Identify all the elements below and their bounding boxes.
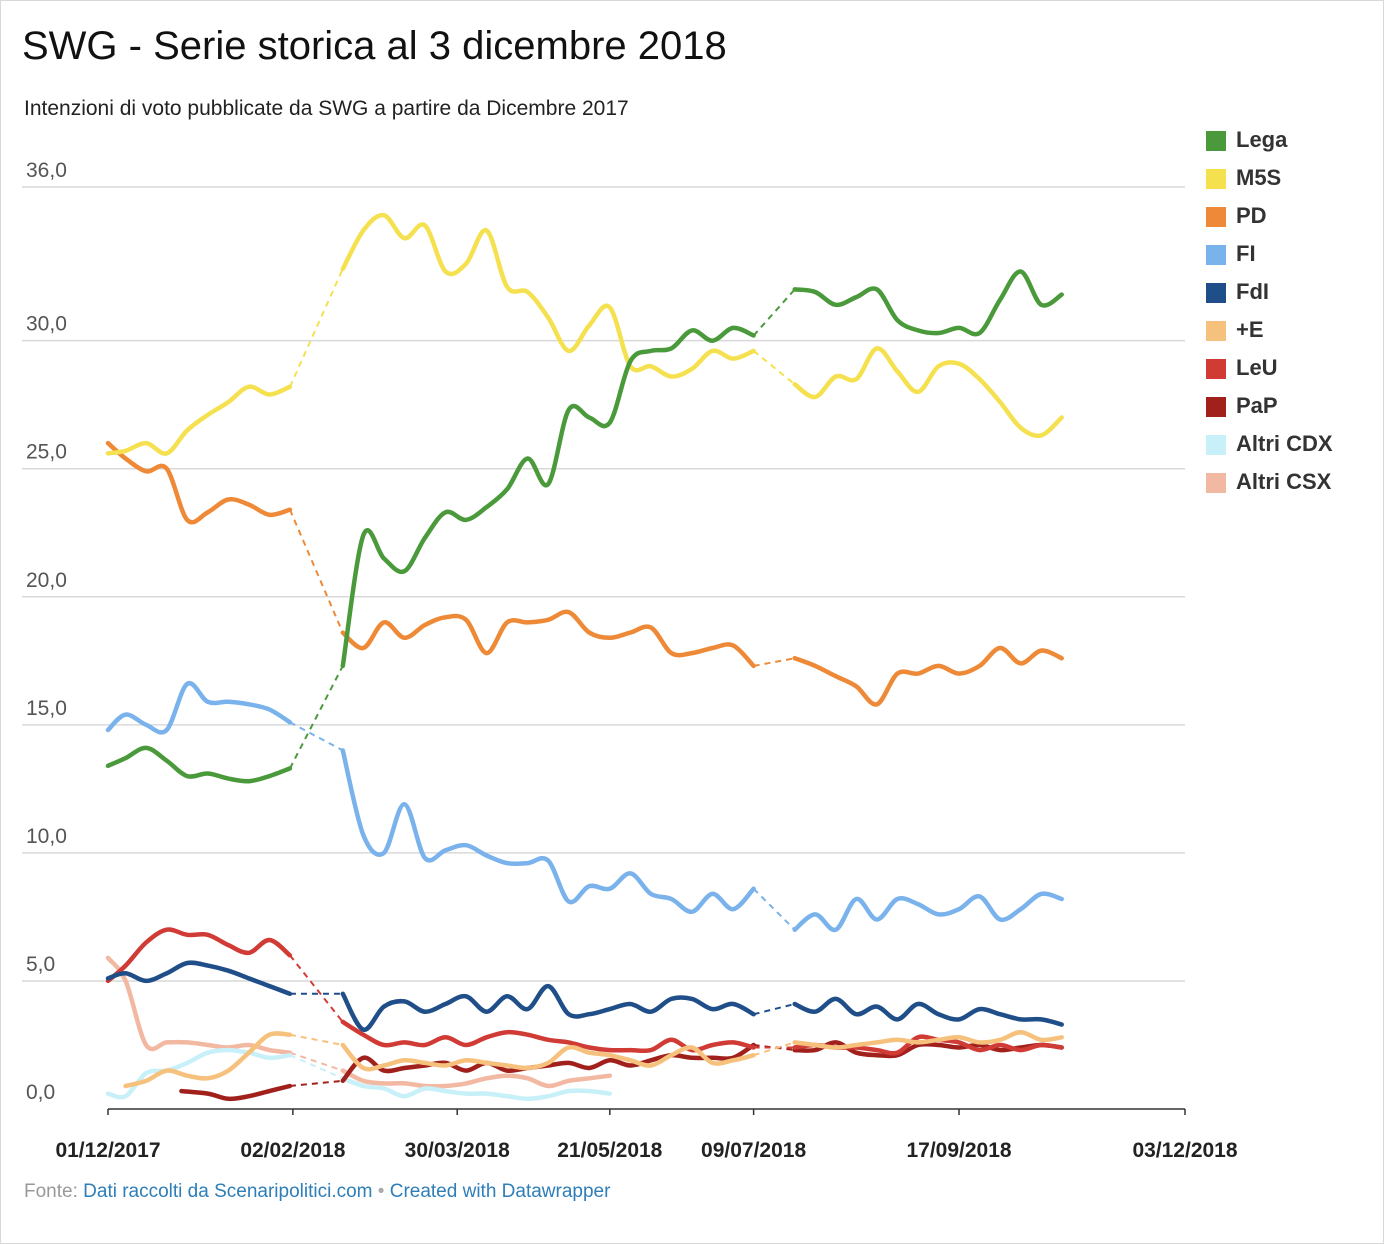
series-e [123, 1029, 1064, 1089]
legend-swatch [1206, 473, 1226, 493]
y-tick-label: 36,0 [26, 159, 67, 182]
series-fdi [105, 960, 1064, 1032]
series-line [105, 384, 293, 456]
series-line [340, 748, 756, 915]
legend-swatch [1206, 169, 1226, 189]
chart-title: SWG - Serie storica al 3 dicembre 2018 [22, 24, 727, 68]
y-tick-label: 0,0 [26, 1081, 55, 1104]
series-gap-connector [753, 1043, 795, 1052]
series-line [340, 609, 756, 669]
y-tick-label: 25,0 [26, 441, 67, 464]
series-gap-connector [753, 1041, 795, 1057]
series-line [179, 1083, 293, 1102]
series-line [792, 996, 1064, 1027]
legend-label: +E [1236, 317, 1264, 342]
series-line [792, 1029, 1064, 1050]
x-tick-label: 01/12/2017 [55, 1139, 160, 1162]
y-axis-ticks: 0,0 5,0 10,0 15,0 20,0 25,0 30,0 36,0 [26, 159, 67, 1104]
x-tick-label: 03/12/2018 [1132, 1139, 1237, 1162]
legend-swatch [1206, 435, 1226, 455]
series-line [340, 1042, 756, 1084]
legend-swatch [1206, 321, 1226, 341]
legend-swatch [1206, 245, 1226, 265]
series-line [340, 1068, 613, 1089]
legend-label: LeU [1236, 355, 1278, 380]
series-line [340, 325, 756, 669]
x-tick-label: 17/09/2018 [906, 1139, 1011, 1162]
series-line [340, 983, 756, 1032]
x-tick-label: 09/07/2018 [701, 1139, 806, 1162]
series-gap-connector [289, 665, 344, 769]
series-lines [105, 212, 1064, 1102]
footer: Fonte: Dati raccolti da Scenaripolitici.… [24, 1181, 610, 1203]
legend-label: PaP [1236, 393, 1278, 418]
legend-label: FdI [1236, 279, 1269, 304]
series-line [792, 891, 1064, 933]
series-line [340, 1076, 613, 1102]
series-gap-connector [289, 268, 344, 388]
series-gap-connector [753, 1003, 795, 1016]
series-gap-connector [289, 1054, 344, 1080]
legend-swatch [1206, 397, 1226, 417]
series-gap-connector [289, 954, 344, 1023]
series-m5s [105, 212, 1064, 456]
legend-label: Altri CDX [1236, 431, 1333, 456]
legend-swatch [1206, 207, 1226, 227]
x-tick-label: 30/03/2018 [405, 1139, 510, 1162]
y-tick-label: 5,0 [26, 953, 55, 976]
footer-source-link[interactable]: Dati raccolti da Scenaripolitici.com [83, 1181, 373, 1202]
series-line [792, 346, 1064, 439]
series-line [105, 1047, 293, 1100]
y-tick-label: 30,0 [26, 313, 67, 336]
chart-subtitle: Intenzioni di voto pubblicate da SWG a p… [24, 97, 629, 120]
series-line [105, 745, 293, 784]
legend-label: PD [1236, 203, 1267, 228]
x-axis: 01/12/2017 02/02/2018 30/03/2018 21/05/2018… [55, 1108, 1238, 1162]
footer-credit-link[interactable]: Created with Datawrapper [389, 1181, 611, 1202]
series-pd [105, 440, 1064, 707]
series-gap-connector [752, 288, 796, 337]
legend-swatch [1206, 131, 1226, 151]
series-fi [105, 680, 1064, 933]
legend-swatch [1206, 359, 1226, 379]
series-line [105, 960, 293, 997]
footer-separator: • [377, 1181, 385, 1202]
legend-label: FI [1236, 241, 1256, 266]
footer-source-prefix: Fonte: [24, 1181, 78, 1202]
y-tick-label: 15,0 [26, 697, 67, 720]
x-tick-label: 21/05/2018 [557, 1139, 662, 1162]
series-line [123, 1031, 293, 1089]
series-line [340, 212, 756, 379]
series-line [340, 1042, 756, 1072]
grid [22, 186, 1185, 982]
series-leu [105, 927, 1064, 1056]
series-line [105, 680, 293, 735]
legend-swatch [1206, 283, 1226, 303]
series-line [105, 955, 293, 1055]
series-gap-connector [289, 1033, 343, 1046]
series-gap-connector [289, 721, 344, 752]
series-line [105, 927, 293, 984]
series-gap-connector [753, 657, 795, 667]
series-altri-csx [105, 955, 613, 1089]
y-tick-label: 10,0 [26, 825, 67, 848]
series-line [792, 269, 1064, 337]
series-gap-connector [289, 509, 344, 634]
series-gap-connector [752, 888, 796, 931]
legend-label: Altri CSX [1236, 469, 1332, 494]
series-gap-connector [289, 1051, 344, 1072]
series-lega [105, 269, 1064, 784]
x-tick-label: 02/02/2018 [240, 1139, 345, 1162]
y-tick-label: 20,0 [26, 569, 67, 592]
legend-label: M5S [1236, 165, 1282, 190]
series-line [792, 645, 1064, 707]
legend-label: Lega [1236, 127, 1288, 152]
series-gap-connector [752, 350, 796, 385]
series-line [105, 440, 293, 525]
series-gap-connector [289, 1079, 343, 1087]
